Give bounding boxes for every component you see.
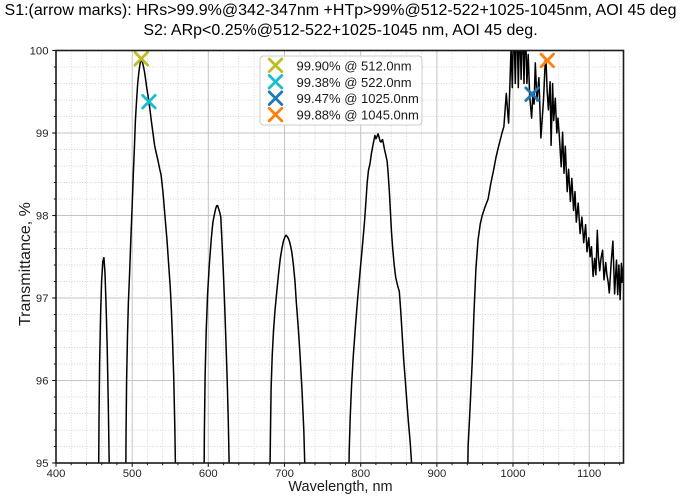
svg-text:95: 95 [36, 458, 49, 470]
svg-text:99.88% @ 1045.0nm: 99.88% @ 1045.0nm [297, 108, 419, 123]
svg-text:1100: 1100 [577, 468, 601, 480]
svg-text:600: 600 [199, 468, 218, 480]
svg-text:99: 99 [36, 128, 49, 140]
svg-text:99.90% @ 512.0nm: 99.90% @ 512.0nm [297, 58, 412, 73]
svg-text:500: 500 [123, 468, 142, 480]
svg-text:97: 97 [36, 293, 49, 305]
svg-text:99.47% @ 1025.0nm: 99.47% @ 1025.0nm [297, 91, 419, 106]
svg-text:1000: 1000 [500, 468, 525, 480]
svg-text:100: 100 [30, 46, 49, 58]
svg-text:400: 400 [47, 468, 66, 480]
svg-text:99.38% @ 522.0nm: 99.38% @ 522.0nm [297, 75, 412, 90]
svg-text:700: 700 [275, 468, 294, 480]
svg-text:800: 800 [351, 468, 370, 480]
svg-text:98: 98 [36, 211, 49, 223]
svg-text:900: 900 [427, 468, 446, 480]
svg-text:96: 96 [36, 376, 49, 388]
